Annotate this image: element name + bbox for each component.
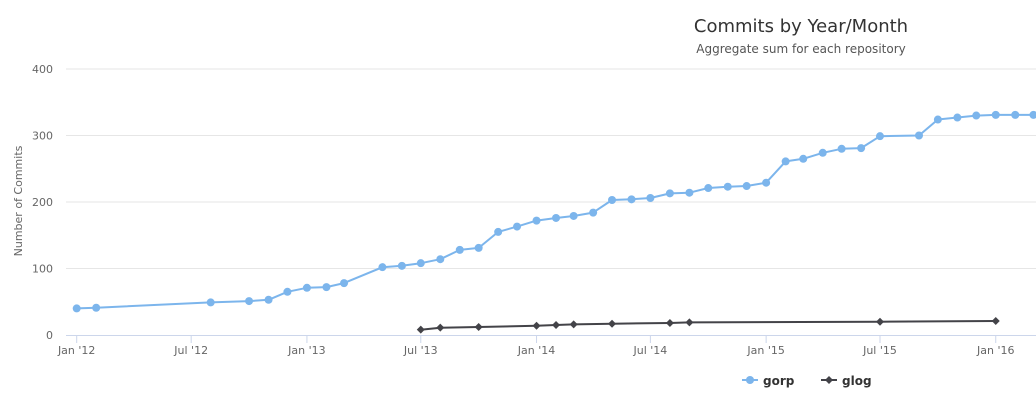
- data-point-glog[interactable]: [666, 319, 674, 327]
- data-point-glog[interactable]: [876, 318, 884, 326]
- data-point-gorp[interactable]: [245, 297, 253, 305]
- data-point-glog[interactable]: [533, 322, 541, 330]
- legend-item-glog[interactable]: glog: [821, 374, 872, 388]
- data-point-glog[interactable]: [552, 321, 560, 329]
- chart-subtitle: Aggregate sum for each repository: [696, 42, 905, 56]
- y-tick-label: 100: [32, 263, 53, 276]
- data-point-glog[interactable]: [570, 320, 578, 328]
- data-point-glog[interactable]: [417, 326, 425, 334]
- data-point-gorp[interactable]: [475, 244, 483, 252]
- data-point-gorp[interactable]: [915, 132, 923, 140]
- series-glog: [417, 317, 1000, 334]
- data-point-gorp[interactable]: [1011, 111, 1019, 119]
- data-point-gorp[interactable]: [456, 246, 464, 254]
- series-line-gorp: [77, 115, 1034, 309]
- data-point-glog[interactable]: [992, 317, 1000, 325]
- y-tick-label: 300: [32, 130, 53, 143]
- data-point-gorp[interactable]: [322, 283, 330, 291]
- data-point-gorp[interactable]: [934, 116, 942, 124]
- y-tick-label: 0: [46, 329, 53, 342]
- data-point-gorp[interactable]: [207, 298, 215, 306]
- y-tick-label: 200: [32, 196, 53, 209]
- data-point-glog[interactable]: [608, 320, 616, 328]
- legend-marker: [746, 376, 754, 384]
- x-tick-label: Jul '15: [862, 344, 897, 357]
- data-point-gorp[interactable]: [513, 223, 521, 231]
- data-point-gorp[interactable]: [972, 112, 980, 120]
- series-line-glog: [421, 321, 996, 330]
- data-point-gorp[interactable]: [724, 183, 732, 191]
- chart-title: Commits by Year/Month: [694, 16, 908, 37]
- data-point-glog[interactable]: [685, 318, 693, 326]
- data-point-gorp[interactable]: [283, 288, 291, 296]
- data-point-gorp[interactable]: [799, 155, 807, 163]
- data-point-gorp[interactable]: [552, 214, 560, 222]
- x-tick-label: Jul '14: [632, 344, 667, 357]
- x-tick-label: Jul '13: [403, 344, 438, 357]
- data-point-gorp[interactable]: [704, 184, 712, 192]
- axes: 0 100 200 300 400 Jan '12 Jul '12 Jan '13 Jul '1…: [32, 63, 1036, 357]
- data-point-gorp[interactable]: [876, 132, 884, 140]
- data-point-gorp[interactable]: [646, 194, 654, 202]
- y-axis-title: Number of Commits: [12, 145, 25, 256]
- data-point-gorp[interactable]: [436, 255, 444, 263]
- x-tick-label: Jan '14: [517, 344, 555, 357]
- grid-lines: [66, 69, 1036, 269]
- data-point-gorp[interactable]: [92, 304, 100, 312]
- data-point-gorp[interactable]: [666, 189, 674, 197]
- series-gorp: [73, 111, 1036, 313]
- data-point-gorp[interactable]: [608, 196, 616, 204]
- data-point-gorp[interactable]: [589, 209, 597, 217]
- data-point-gorp[interactable]: [73, 304, 81, 312]
- data-point-gorp[interactable]: [838, 145, 846, 153]
- data-point-gorp[interactable]: [1029, 111, 1036, 119]
- x-tick-label: Jan '12: [57, 344, 95, 357]
- data-point-gorp[interactable]: [685, 189, 693, 197]
- x-tick-label: Jan '16: [976, 344, 1014, 357]
- data-point-gorp[interactable]: [782, 157, 790, 165]
- data-point-gorp[interactable]: [303, 284, 311, 292]
- data-point-glog[interactable]: [436, 324, 444, 332]
- data-point-gorp[interactable]: [265, 296, 273, 304]
- x-tick-label: Jul '12: [173, 344, 208, 357]
- data-point-gorp[interactable]: [762, 179, 770, 187]
- legend-marker: [825, 376, 833, 384]
- x-tick-label: Jan '13: [287, 344, 325, 357]
- data-point-glog[interactable]: [475, 323, 483, 331]
- data-point-gorp[interactable]: [628, 195, 636, 203]
- data-point-gorp[interactable]: [340, 279, 348, 287]
- data-point-gorp[interactable]: [378, 263, 386, 271]
- data-point-gorp[interactable]: [857, 144, 865, 152]
- legend: gorp glog: [742, 374, 872, 388]
- data-point-gorp[interactable]: [417, 259, 425, 267]
- series-group: [73, 111, 1036, 334]
- legend-label-gorp: gorp: [763, 374, 795, 388]
- data-point-gorp[interactable]: [570, 212, 578, 220]
- data-point-gorp[interactable]: [992, 111, 1000, 119]
- y-tick-label: 400: [32, 63, 53, 76]
- data-point-gorp[interactable]: [953, 114, 961, 122]
- legend-label-glog: glog: [842, 374, 872, 388]
- data-point-gorp[interactable]: [743, 182, 751, 190]
- legend-item-gorp[interactable]: gorp: [742, 374, 795, 388]
- data-point-gorp[interactable]: [533, 217, 541, 225]
- x-tick-label: Jan '15: [746, 344, 784, 357]
- data-point-gorp[interactable]: [398, 262, 406, 270]
- data-point-gorp[interactable]: [819, 149, 827, 157]
- data-point-gorp[interactable]: [494, 228, 502, 236]
